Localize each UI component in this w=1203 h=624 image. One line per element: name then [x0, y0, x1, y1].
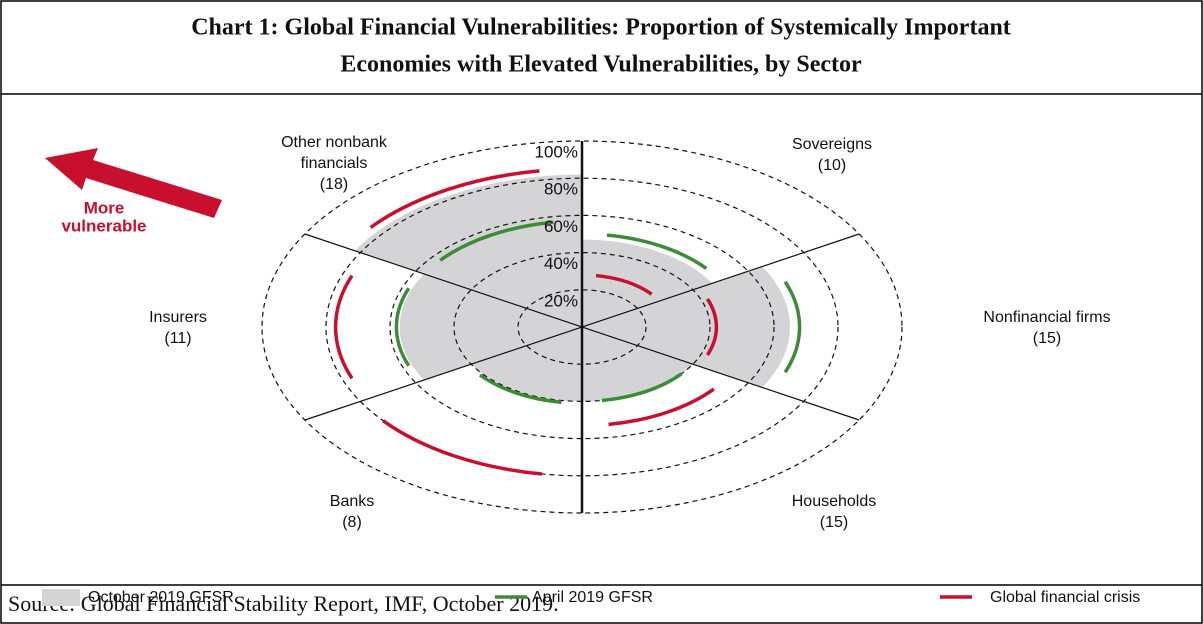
legend-label: Global financial crisis [990, 589, 1140, 606]
category-label: Other nonbank [281, 134, 388, 151]
r-tick-label: 100% [535, 142, 578, 161]
sector-arc [394, 287, 411, 367]
category-label: (18) [320, 176, 348, 193]
grid-ring [325, 177, 839, 477]
annotation: More [84, 198, 125, 217]
chart-title: Chart 1: Global Financial Vulnerabilitie… [191, 15, 1011, 41]
category-label: financials [301, 155, 368, 172]
arrow [45, 148, 222, 218]
sector-wedge [354, 174, 582, 327]
sector-arc [333, 274, 354, 380]
sector-wedge [471, 327, 582, 402]
spoke [304, 233, 860, 421]
sector-arc [439, 220, 554, 262]
sector-wedge [582, 266, 790, 388]
legend-swatch [42, 589, 80, 606]
legend-label: April 2019 GFSR [532, 589, 653, 606]
sector-arc [706, 298, 719, 356]
annotation: vulnerable [61, 216, 146, 235]
category-label: (8) [342, 514, 362, 531]
sector-arc [382, 419, 543, 476]
r-tick-label: 80% [544, 180, 578, 199]
grid-ring [261, 140, 903, 514]
sector-arc [783, 280, 802, 374]
sector-wedge [399, 273, 582, 381]
category-label: (10) [818, 157, 846, 174]
category-label: Households [792, 493, 877, 510]
category-label: Nonfinancial firms [983, 309, 1110, 326]
sector-arc [595, 273, 653, 296]
category-label: Insurers [149, 309, 207, 326]
sector-wedge [582, 239, 713, 327]
sector-arc [606, 233, 708, 270]
r-tick-label: 60% [544, 217, 578, 236]
category-label: (15) [1033, 330, 1061, 347]
sector-arc [601, 372, 683, 403]
grid-ring [453, 252, 711, 403]
grid-ring [517, 289, 647, 365]
grid-ring [389, 214, 775, 440]
sector-arc [608, 387, 715, 427]
sector-arc [369, 169, 540, 229]
category-label: (11) [164, 330, 191, 347]
category-label: (15) [820, 514, 848, 531]
legend-label: October 2019 GFSR [88, 589, 234, 606]
chart-title: Economies with Elevated Vulnerabilities,… [340, 52, 862, 78]
r-tick-label: 40% [544, 254, 578, 273]
category-label: Banks [330, 493, 374, 510]
r-tick-label: 20% [544, 291, 578, 310]
sector-arc [479, 373, 562, 405]
source: Source: Global Financial Stability Repor… [8, 591, 559, 616]
category-label: Sovereigns [792, 136, 872, 153]
